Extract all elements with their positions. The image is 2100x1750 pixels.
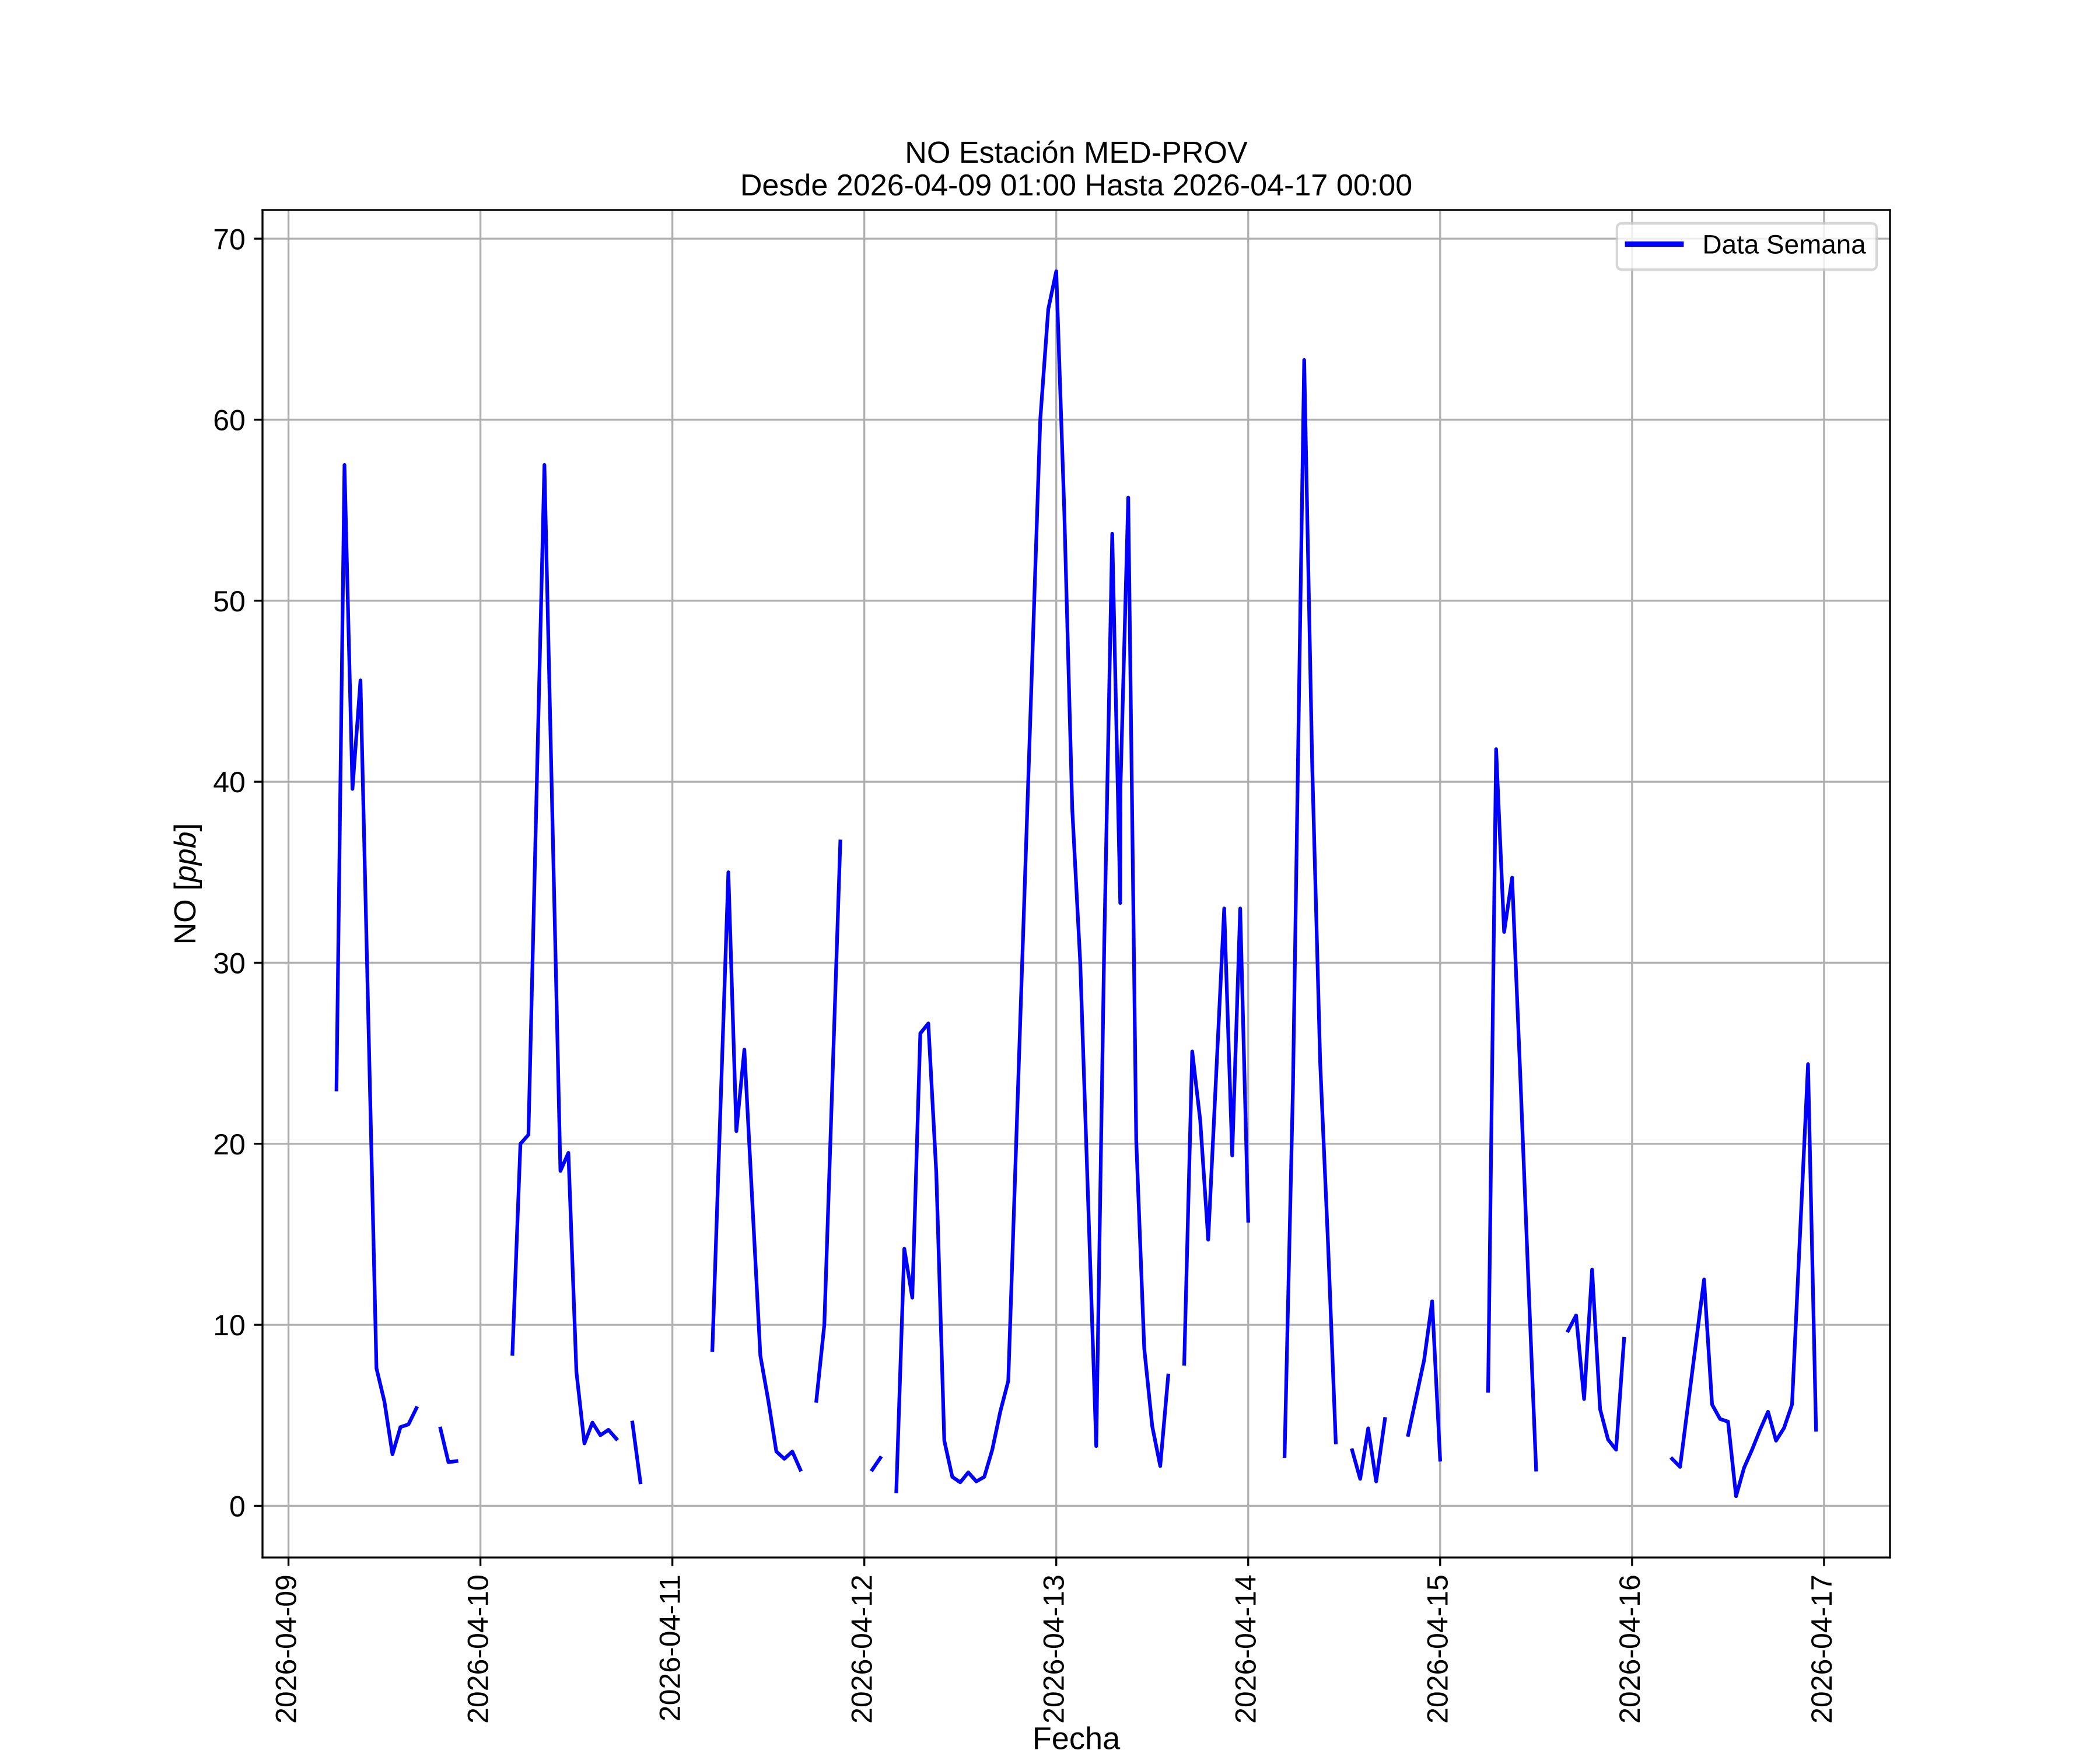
svg-text:2026-04-15: 2026-04-15 — [1422, 1574, 1454, 1724]
svg-text:2026-04-11: 2026-04-11 — [654, 1574, 687, 1721]
svg-text:2026-04-09: 2026-04-09 — [270, 1574, 302, 1724]
svg-text:Fecha: Fecha — [1032, 1721, 1121, 1750]
svg-text:0: 0 — [229, 1490, 246, 1523]
svg-text:Data Semana: Data Semana — [1703, 229, 1867, 259]
svg-text:50: 50 — [213, 585, 246, 618]
svg-text:20: 20 — [213, 1128, 246, 1161]
svg-text:2026-04-14: 2026-04-14 — [1230, 1574, 1262, 1724]
svg-text:40: 40 — [213, 766, 246, 799]
svg-text:2026-04-10: 2026-04-10 — [462, 1574, 495, 1724]
svg-text:2026-04-16: 2026-04-16 — [1614, 1574, 1646, 1724]
svg-text:N O [: N O [ ] p p b — [161, 812, 204, 944]
svg-text:2026-04-13: 2026-04-13 — [1038, 1574, 1070, 1724]
svg-text:Desde 2026-04-09 01:00 Hasta 2: Desde 2026-04-09 01:00 Hasta 2026-04-17 … — [740, 169, 1412, 202]
svg-text:30: 30 — [213, 947, 246, 980]
svg-text:2026-04-12: 2026-04-12 — [846, 1574, 878, 1724]
svg-text:2026-04-17: 2026-04-17 — [1805, 1574, 1838, 1724]
svg-text:NO Estación MED-PROV: NO Estación MED-PROV — [905, 136, 1248, 170]
svg-text:60: 60 — [213, 404, 246, 437]
svg-text:70: 70 — [213, 223, 246, 256]
svg-text:10: 10 — [213, 1309, 246, 1342]
